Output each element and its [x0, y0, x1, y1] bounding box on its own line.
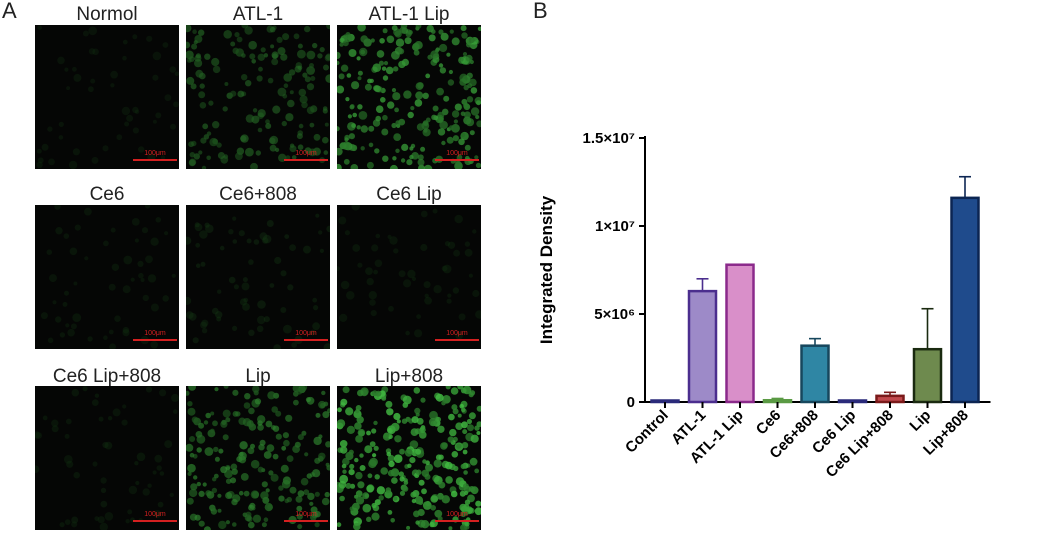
cell-fluorescence [337, 25, 481, 169]
y-tick-label: 0 [627, 394, 635, 411]
scale-bar [435, 159, 479, 161]
scale-bar-label: 100μm [144, 511, 166, 518]
scale-bar [133, 520, 177, 522]
fluorescence-image: 100μm [337, 25, 481, 169]
cell-fluorescence [40, 205, 176, 349]
y-tick-label: 1×10⁷ [595, 218, 635, 235]
tile-label: ATL-1 Lip [368, 4, 450, 25]
scale-bar [133, 159, 177, 161]
bar [725, 263, 755, 404]
cell-fluorescence [337, 386, 481, 530]
cell-fluorescence [337, 205, 481, 340]
cell-fluorescence [186, 25, 330, 169]
tile-label: Lip+808 [374, 366, 444, 387]
bar-chart: 0 5×10⁶ 1×10⁷ 1.5×10⁷ Integrated Density Cont… [537, 130, 991, 481]
y-tick-label: 1.5×10⁷ [583, 130, 636, 147]
bar [950, 196, 980, 404]
scale-bar [284, 159, 328, 161]
y-axis-title: Integrated Density [537, 195, 556, 344]
fluorescence-image: 100μm [186, 205, 330, 349]
scale-bar [435, 520, 479, 522]
y-tick-label: 5×10⁶ [594, 306, 635, 323]
bar [837, 399, 868, 404]
fluorescence-image: 100μm [35, 25, 179, 169]
tile-label: Lip [245, 366, 271, 387]
panel-a-letter: A [2, 0, 17, 23]
bar [650, 399, 680, 404]
tile-label: Ce6 Lip+808 [52, 366, 162, 387]
fluorescence-image: 100μm [337, 386, 481, 530]
scale-bar-label: 100μm [144, 150, 166, 157]
scale-bar [435, 339, 479, 341]
tile-label: Ce6 [89, 184, 125, 205]
tile-label: Normol [76, 4, 138, 25]
fluorescence-image: 100μm [186, 25, 330, 169]
cell-fluorescence [186, 213, 330, 349]
fluorescence-image: 100μm [186, 386, 330, 530]
scale-bar-label: 100μm [446, 150, 468, 157]
panel-b-letter: B [533, 0, 548, 23]
fluorescence-image: 100μm [35, 386, 179, 530]
tile-label: Ce6 Lip [376, 184, 442, 205]
bar [687, 289, 718, 404]
bar [800, 344, 830, 404]
scale-bar-label: 100μm [446, 330, 468, 337]
bar [762, 398, 793, 404]
cell-fluorescence [186, 386, 330, 530]
scale-bar [284, 520, 328, 522]
bar [912, 347, 943, 404]
bar [875, 394, 905, 404]
fluorescence-image: 100μm [337, 205, 481, 349]
cell-fluorescence [36, 25, 179, 169]
scale-bar [284, 339, 328, 341]
scale-bar-label: 100μm [446, 511, 468, 518]
tile-label: Ce6+808 [219, 184, 297, 205]
scale-bar-label: 100μm [295, 511, 317, 518]
scale-bar-label: 100μm [295, 330, 317, 337]
scale-bar [133, 339, 177, 341]
scale-bar-label: 100μm [295, 150, 317, 157]
fluorescence-image: 100μm [35, 205, 179, 349]
x-tick-label: Control [622, 407, 672, 457]
x-tick-label: Lip [906, 407, 934, 435]
scale-bar-label: 100μm [144, 330, 166, 337]
x-tick-label: Ce6 [753, 407, 784, 438]
cell-fluorescence [35, 386, 179, 530]
tile-label: ATL-1 [232, 4, 284, 25]
